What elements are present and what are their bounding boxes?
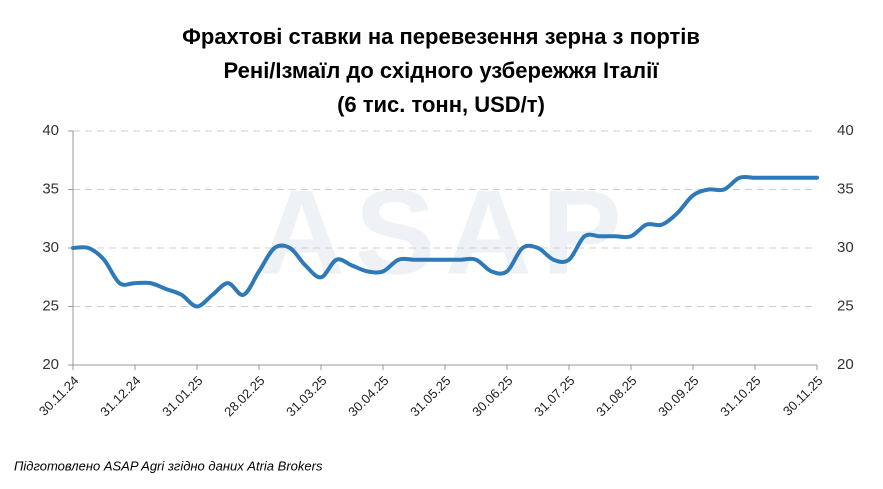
- y2-tick-label: 40: [837, 122, 854, 139]
- y-tick-label: 35: [42, 180, 59, 197]
- x-tick-label: 30.06.25: [469, 373, 515, 419]
- x-tick-label: 31.08.25: [593, 373, 639, 419]
- x-tick-label: 31.12.24: [97, 373, 143, 419]
- chart-title: Рені/Ізмаїл до східного узбережжя Італії: [224, 58, 660, 83]
- x-tick-label: 31.10.25: [717, 373, 763, 419]
- source-note: Підготовлено ASAP Agri згідно даних Atri…: [14, 458, 323, 473]
- watermark: ASAP: [258, 166, 631, 300]
- x-tick-label: 28.02.25: [221, 373, 267, 419]
- x-tick-label: 31.05.25: [407, 373, 453, 419]
- data-line: [71, 174, 819, 309]
- x-tick-label: 31.03.25: [283, 373, 329, 419]
- y2-tick-label: 30: [837, 239, 854, 256]
- y-tick-label: 30: [42, 239, 59, 256]
- x-tick-label: 30.04.25: [345, 373, 391, 419]
- chart-title: Фрахтові ставки на перевезення зерна з п…: [182, 24, 700, 49]
- y-tick-label: 20: [42, 356, 59, 373]
- y2-tick-label: 35: [837, 180, 854, 197]
- chart-title: (6 тис. тонн, USD/т): [337, 92, 545, 117]
- y2-tick-label: 20: [837, 356, 854, 373]
- x-tick-label: 30.11.24: [36, 373, 82, 419]
- x-tick-label: 30.11.25: [780, 373, 826, 419]
- y-tick-label: 25: [42, 297, 59, 314]
- x-tick-label: 30.09.25: [655, 373, 701, 419]
- y2-tick-label: 25: [837, 297, 854, 314]
- y-tick-label: 40: [42, 122, 59, 139]
- x-tick-label: 31.07.25: [531, 373, 577, 419]
- x-tick-label: 31.01.25: [159, 373, 205, 419]
